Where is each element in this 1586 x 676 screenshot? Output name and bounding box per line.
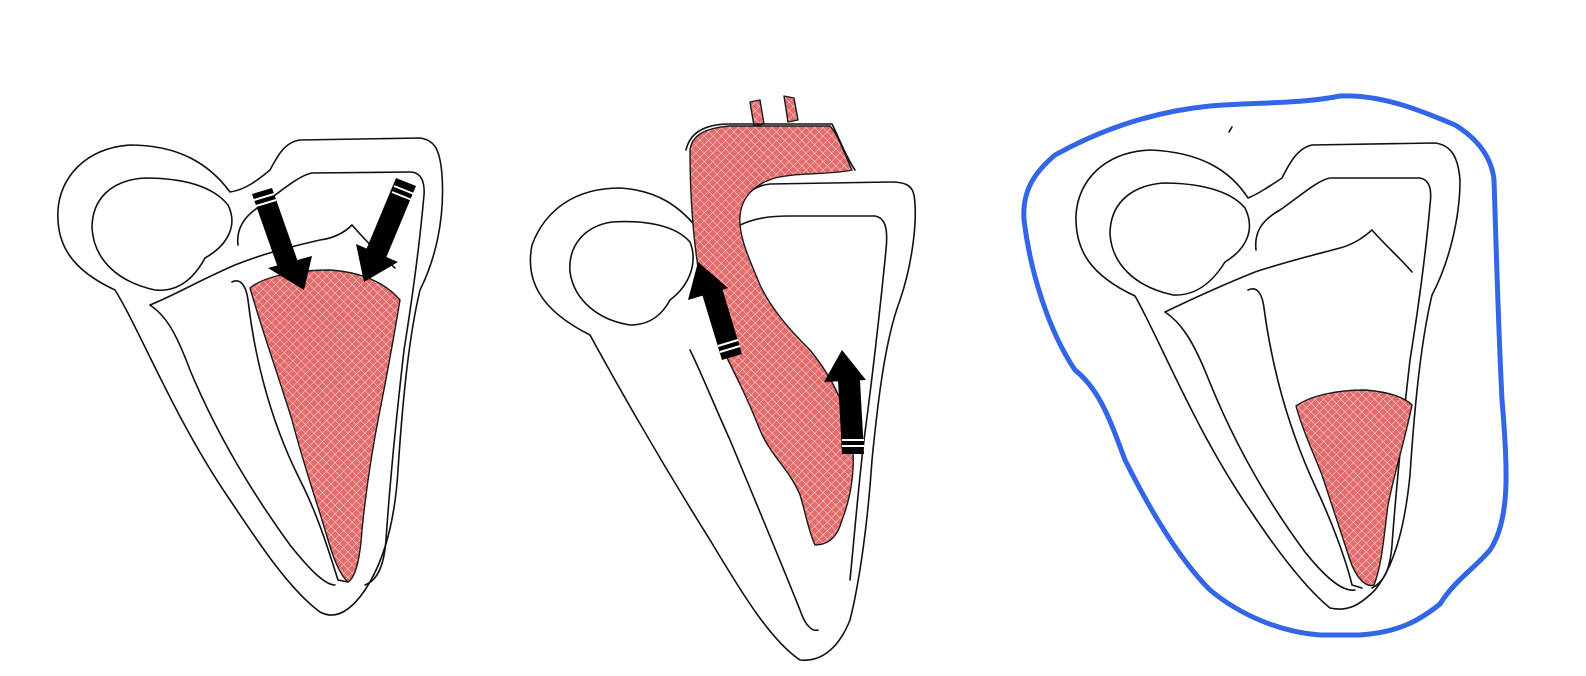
panel-diastolic-filling	[57, 137, 444, 616]
panel-pericardial-constraint	[1021, 93, 1509, 638]
ejection-arrow-left	[688, 262, 742, 360]
ventricle-left-wall	[149, 304, 336, 586]
ventricle-blood-reduced	[1295, 389, 1413, 587]
heart-outer-wall	[57, 137, 444, 616]
pericardium-outline	[1021, 93, 1509, 638]
ventricle-blood-full	[249, 269, 401, 583]
filling-arrow-right	[356, 178, 416, 282]
ventricle-septum	[1164, 229, 1413, 313]
ventricle-left-wall	[689, 349, 819, 632]
outflow-blood-ejecting	[689, 125, 854, 546]
inner-left-ventricle-wall	[1247, 288, 1363, 589]
vessel-stub-left	[749, 99, 765, 127]
right-chamber-inner	[739, 215, 888, 581]
heart-outer-wall	[529, 181, 917, 661]
left-atrium-inner	[569, 220, 694, 326]
aorta-outline	[685, 123, 856, 171]
inner-left-ventricle-wall	[231, 280, 349, 583]
right-chamber-inner	[1254, 177, 1432, 589]
left-atrium-inner	[91, 177, 233, 292]
small-tick-mark	[1228, 126, 1233, 133]
left-atrium-inner	[1109, 182, 1251, 296]
filling-arrow-left	[252, 188, 312, 290]
ventricle-septum	[149, 224, 396, 306]
vessel-stub-right	[783, 95, 799, 123]
ventricle-left-wall	[1164, 311, 1356, 591]
heart-outer-wall	[1075, 142, 1461, 610]
panel-systolic-ejection	[529, 95, 917, 661]
ejection-arrow-right	[824, 350, 866, 454]
